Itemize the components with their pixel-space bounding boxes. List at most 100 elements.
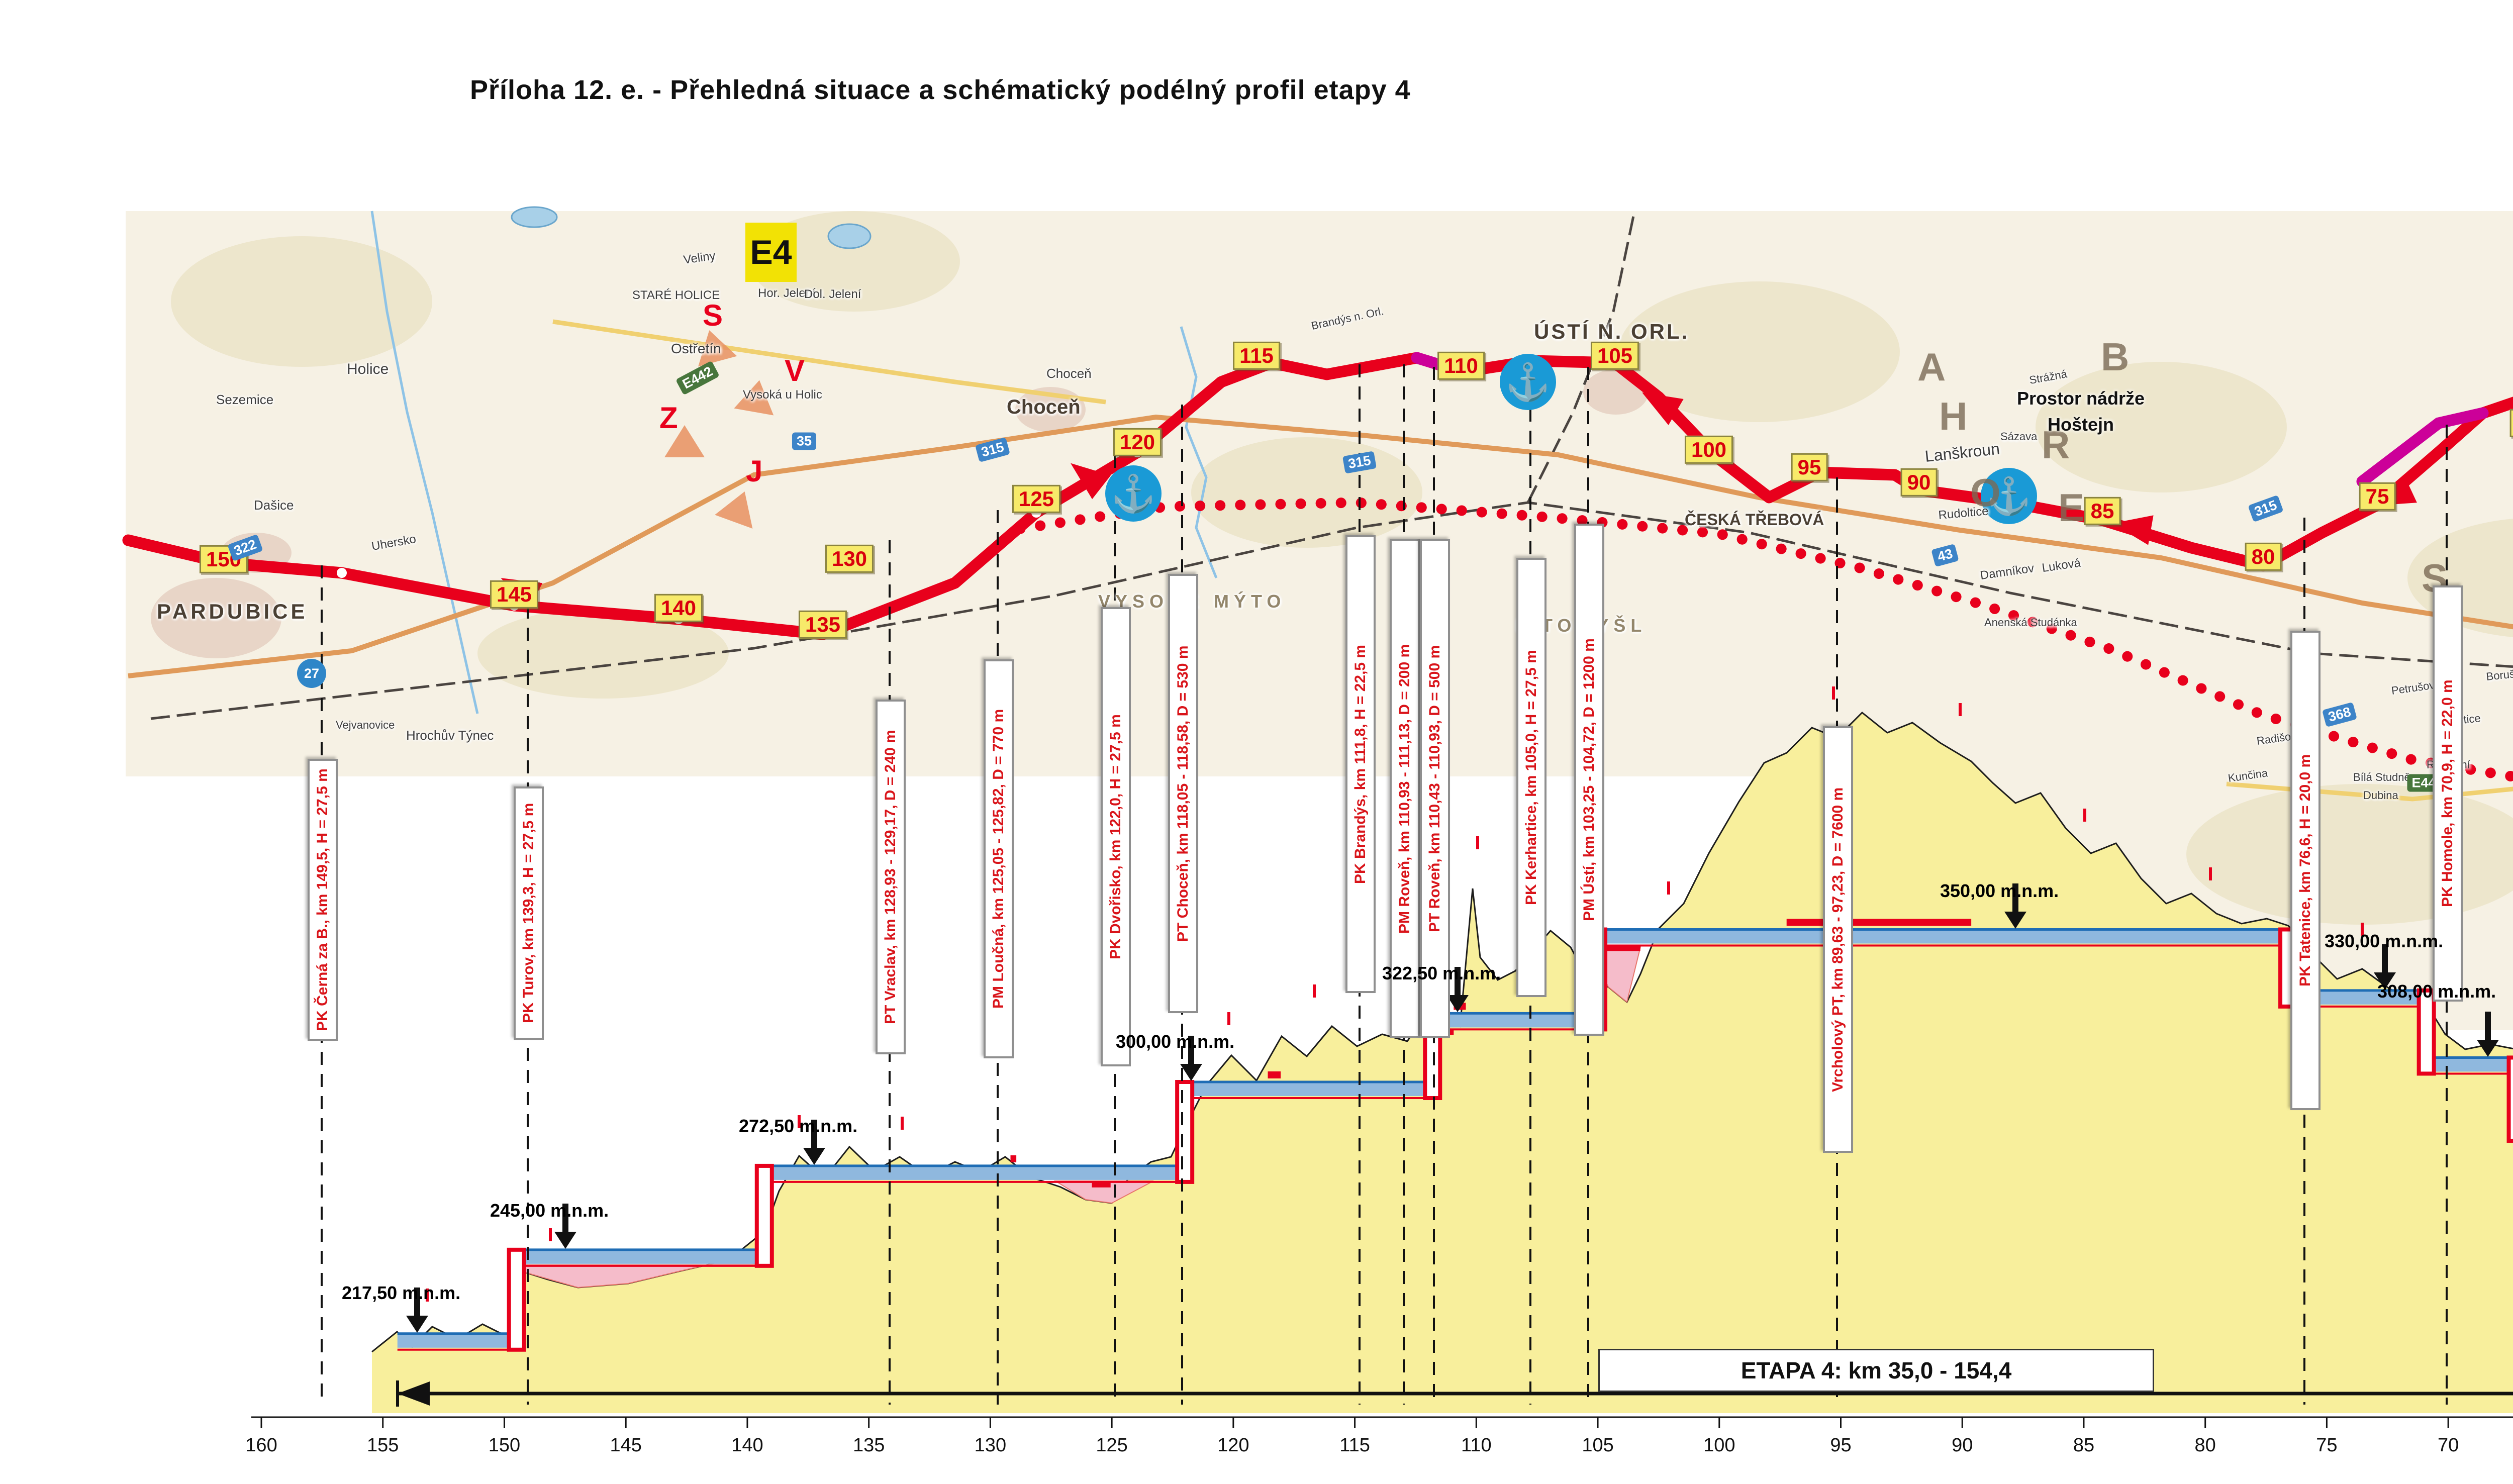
road-number-badge: E442 [675,360,720,395]
km-axis-tick-label: 85 [2073,1435,2094,1456]
region-letter: R [2042,423,2072,467]
map-km-badge: 80 [2245,542,2282,571]
compass-letter: S [703,299,723,332]
map-lake [511,206,558,228]
km-axis-tick-label: 125 [1096,1435,1127,1456]
map-city-label: Luková [2041,556,2082,575]
structure-flag-label: PT Choceň, km 118,05 - 118,58, D = 530 m [1168,574,1198,1013]
port-anchor-icon: ⚓ [1981,468,2037,524]
map-city-label: Hrochův Týnec [406,728,494,743]
pool-elevation-label: 217,50 m.n.m. [342,1282,461,1303]
km-axis-tick-label: 120 [1217,1435,1249,1456]
survey-tick [901,1117,904,1130]
survey-tick [2083,809,2086,822]
survey-tick [1832,686,1835,700]
canal-pool-water [397,1333,517,1348]
km-axis-tick-label: 145 [610,1435,641,1456]
map-annotation: Prostor nádrže [2016,388,2145,409]
survey-tick [2209,867,2212,880]
map-city-label: Dol. Jelení [804,287,861,301]
map-terrain-patch [1191,437,1422,548]
road-number-badge: 315 [975,437,1010,463]
region-letter: B [2101,335,2132,379]
map-city-label: Uhersko [370,532,417,554]
map-city-label: Choceň [1007,396,1081,418]
map-lake [827,223,872,249]
map-terrain-patch [171,236,432,367]
map-km-badge: 125 [1012,484,1061,514]
port-anchor-icon: ⚓ [1105,465,1162,522]
km-axis-tick-label: 70 [2438,1435,2459,1456]
km-axis-tick-label: 155 [367,1435,399,1456]
canal-pool-water [2426,1057,2513,1072]
port-anchor-icon: ⚓ [1500,354,1556,410]
canal-pool-water [1185,1082,1433,1096]
etapa-arrow-left [398,1381,430,1406]
embankment-patch [1053,1180,1154,1204]
map-city-label: Veliny [683,249,717,267]
map-km-badge: 135 [798,610,847,639]
map-city-label: Bílá Studně [2353,771,2410,783]
map-km-badge: 105 [1590,341,1639,370]
structure-flag-label: PT Vraclav, km 128,93 - 129,17, D = 240 … [876,700,906,1054]
map-city-label: Borušov [2485,666,2513,683]
lock-symbol [2506,1055,2513,1143]
region-letter: H [1939,394,1970,438]
structure-flag-label: PM Loučná, km 125,05 - 125,82, D = 770 m [984,659,1014,1058]
elevation-arrow-head [554,1232,576,1249]
km-axis-tick-label: 135 [853,1435,885,1456]
pool-elevation-label: 322,50 m.n.m. [1382,963,1501,983]
canal-pool-water [1598,929,2288,944]
map-city-label: Holice [347,361,389,377]
structure-flag-label: PK Turov, km 139,3, H = 27,5 m [514,786,544,1040]
km-axis-tick-label: 80 [2195,1435,2216,1456]
map-river [1180,326,1218,578]
map-city-label: Vejvanovice [336,719,395,731]
structure-flag-label: PK Kerhartice, km 105,0, H = 27,5 m [1516,558,1547,997]
map-terrain-patch [2186,784,2513,925]
route-direction-arrow [1071,463,1111,500]
canal-route-line [122,352,2513,640]
km-axis-tick-label: 150 [489,1435,520,1456]
map-city-label: Petrušov [2390,678,2436,698]
elevation-arrow-head [1180,1064,1202,1081]
km-axis-tick-label: 115 [1339,1435,1370,1456]
map-km-badge: 70 [2509,409,2513,438]
lock-symbol [2417,988,2436,1076]
route-direction-arrow [1642,392,1684,425]
compass-letter: J [746,454,763,488]
map-km-badge: 95 [1791,453,1828,482]
km-axis-tick-label: 140 [731,1435,763,1456]
map-city-label: Sezemice [216,392,274,407]
map-city-label: Dubina [2363,789,2398,802]
map-km-badge: 85 [2084,497,2121,526]
etapa-label-text: ETAPA 4: km 35,0 - 154,4 [1741,1357,2012,1383]
map-terrain-patch [1618,281,1900,422]
canal-pool-water [516,1249,764,1264]
existing-waterway-dotted [1015,497,2513,782]
survey-tick [1667,881,1670,895]
map-urban-patch [1583,369,1649,415]
map-city-label: Dašice [254,498,294,513]
structure-flag-label: PK Dvořisko, km 122,0, H = 27,5 m [1101,607,1131,1066]
km-axis-tick-label: 105 [1582,1435,1613,1456]
map-km-badge: 140 [654,593,703,623]
km-axis-tick-label: 75 [2316,1435,2337,1456]
elevation-arrow-head [406,1316,428,1333]
km-axis-tick-label: 90 [1952,1435,1973,1456]
canal-pool-water [764,1165,1185,1180]
structure-flag-label: PK Tatenice, km 76,6, H = 20,0 m [2290,631,2321,1110]
map-km-badge: 145 [490,580,539,609]
map-km-badge: 115 [1233,341,1280,370]
survey-tick [1476,836,1479,849]
embankment-patch [515,1259,765,1289]
canal-tunnel-section [2356,407,2489,487]
map-km-badge: 100 [1684,435,1733,464]
region-letter: O [1970,470,2003,515]
pool-elevation-label: 330,00 m.n.m. [2325,931,2444,951]
map-city-label: Brandýs n. Orl. [1310,305,1385,333]
structure-flag-label: Vrcholový PT, km 89,63 - 97,23, D = 7600… [1823,726,1853,1153]
map-city-label: ČESKÁ TŘEBOVÁ [1685,511,1824,529]
lock-symbol [507,1247,526,1352]
